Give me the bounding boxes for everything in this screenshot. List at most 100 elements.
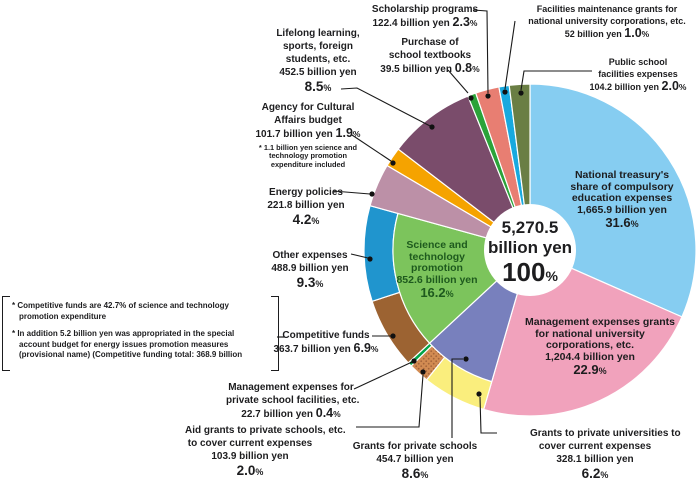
segment-name-line: Grants for private schools <box>352 441 478 452</box>
segment-footnote: * 1.1 billion yen science and technology … <box>253 143 363 169</box>
callout-dot-competitive <box>390 333 396 339</box>
callout-dot-mgmt_private_facilities <box>411 358 417 364</box>
note-line: promotion expenditure <box>19 311 107 321</box>
segment-name-line: Management expenses for <box>228 382 354 393</box>
segment-value-line: 52 billion yen 1.0% <box>564 26 650 40</box>
segment-value-line: 104.2 billion yen 2.0% <box>589 79 687 93</box>
segment-name-line: National treasury's <box>574 169 670 181</box>
callout-dot-scholarship <box>485 93 491 99</box>
label-competitive: Competitive funds 363.7 billion yen 6.9% <box>266 329 386 356</box>
label-public_school: Public school facilities expenses 104.2 bi… <box>563 56 700 93</box>
pie-center-total: 5,270.5 billion yen 100% <box>470 218 590 290</box>
note-line: * In addition 5.2 billion yen was approp… <box>12 329 235 339</box>
donut-hole <box>484 204 576 296</box>
segment-name-line: sports, foreign <box>282 41 353 52</box>
label-purchase_textbooks: Purchase of school textbooks 39.5 billion … <box>360 36 500 76</box>
total-unit: billion yen <box>487 238 573 257</box>
label-grants_private_schools: Grants for private schools 454.7 billion … <box>350 440 480 483</box>
segment-value-line: 1,665.9 billion yen <box>577 203 667 216</box>
segment-value-line: 103.9 billion yen <box>211 451 289 462</box>
segment-percent: 2.0% <box>236 463 264 478</box>
segment-name-line: corporations, etc. <box>545 339 635 351</box>
slice-lifelong <box>397 95 532 252</box>
segment-value-line: 852.6 billion yen <box>396 273 478 286</box>
segment-name-line: Purchase of <box>401 37 459 48</box>
callout-dot-aid_grants <box>420 369 426 375</box>
callout-line-public_school <box>520 70 592 91</box>
segment-percent: 16.2% <box>420 285 454 300</box>
segment-value-line: 22.7 billion yen 0.4% <box>241 406 341 421</box>
callout-line-purchase_textbooks <box>447 69 469 94</box>
segment-footnote-line: * 1.1 billion yen science and <box>258 143 358 152</box>
segment-name-line: Agency for Cultural <box>261 102 355 113</box>
callout-dot-public_school <box>518 90 524 96</box>
note-bracket-right <box>271 296 279 371</box>
segment-name-line: Scholarship programs <box>371 4 479 15</box>
segment-name-line: Management expenses grants <box>525 316 675 328</box>
label-other_expenses: Other expenses 488.9 billion yen 9.3% <box>255 249 365 292</box>
label-energy: Energy policies 221.8 billion yen 4.2% <box>251 186 361 229</box>
segment-percent: 8.6% <box>401 466 429 481</box>
segment-value-line: 328.1 billion yen <box>556 454 634 465</box>
label-national_treasury: National treasury's share of compulsory ed… <box>557 169 687 231</box>
segment-percent: 31.6% <box>605 215 639 230</box>
segment-name-line: private school facilities, etc. <box>226 395 360 406</box>
segment-name-line: Other expenses <box>272 250 348 261</box>
segment-value-line: 221.8 billion yen <box>267 200 345 211</box>
callout-dot-facilities_maintenance <box>502 89 508 95</box>
callout-dot-energy <box>369 191 375 197</box>
label-scholarship: Scholarship programs 122.4 billion yen 2.… <box>355 3 495 30</box>
note-line: account budget for energy issues promoti… <box>19 339 229 349</box>
label-mgmt_private_facilities: Management expenses for private school fa… <box>226 381 360 421</box>
segment-name-line: Lifelong learning, <box>276 28 360 39</box>
segment-name-line: Science and <box>406 239 468 251</box>
segment-value-line: 122.4 billion yen 2.3% <box>372 15 478 30</box>
note-line: * Competitive funds are 42.7% of science… <box>12 301 229 310</box>
segment-percent: 22.9% <box>573 362 607 377</box>
segment-value-line: 363.7 billion yen 6.9% <box>273 341 379 356</box>
callout-line-facilities_maintenance <box>504 20 516 90</box>
total-percent: 100% <box>502 257 558 287</box>
segment-value-line: 101.7 billion yen 1.9% <box>255 126 361 141</box>
segment-name-line: facilities expenses <box>598 69 678 79</box>
segment-value-line: 1,204.4 billion yen <box>545 350 635 363</box>
segment-name-line: Public school <box>608 57 668 67</box>
label-grants_private_universities: Grants to private universities to cover c… <box>530 427 681 483</box>
callout-line-scholarship <box>472 9 489 94</box>
label-cultural: Agency for Cultural Affairs budget 101.7 b… <box>253 101 363 169</box>
segment-name-line: cover current expenses <box>538 441 652 452</box>
callout-line-grants_private_universities <box>479 396 497 434</box>
label-facilities_maintenance: Facilities maintenance grants for nationa… <box>512 3 700 40</box>
callout-line-lifelong <box>340 87 433 128</box>
segment-name-line: promotion <box>411 262 463 274</box>
callout-line-aid_grants <box>356 374 424 428</box>
footnotes: * Competitive funds are 42.7% of science… <box>12 301 268 361</box>
callout-line-energy <box>332 190 371 195</box>
callout-lines <box>332 9 592 438</box>
callout-dot-lifelong <box>429 124 435 130</box>
segment-name-line: technology <box>408 250 465 263</box>
segment-value-line: 452.5 billion yen <box>279 67 357 78</box>
note-bracket-left <box>2 296 10 371</box>
segment-name-line: Aid grants to private schools, etc. <box>185 425 346 436</box>
segment-name-line: school textbooks <box>388 50 472 61</box>
segment-name-line: share of compulsory <box>570 180 674 193</box>
callout-dot-grants_private_schools <box>463 356 469 362</box>
segment-name-line: Affairs budget <box>274 115 342 126</box>
segment-name-line: for national university <box>535 327 645 340</box>
segment-value-line: 454.7 billion yen <box>376 454 454 465</box>
segment-footnote-line: technology promotion <box>268 151 347 161</box>
callout-line-other_expenses <box>350 253 369 259</box>
callout-line-cultural <box>351 134 392 162</box>
segment-name-line: Energy policies <box>269 187 343 198</box>
callout-dot-purchase_textbooks <box>468 95 474 101</box>
callout-dot-grants_private_universities <box>476 391 482 397</box>
segment-percent: 8.5% <box>304 79 332 94</box>
label-lifelong: Lifelong learning, sports, foreign student… <box>263 27 373 96</box>
segment-name-line: Grants to private universities to <box>530 428 681 439</box>
segment-percent: 9.3% <box>296 275 324 290</box>
label-aid_grants: Aid grants to private schools, etc. to co… <box>185 424 346 480</box>
label-science_tech: Science and technology promotion 852.6 bill… <box>377 239 497 301</box>
